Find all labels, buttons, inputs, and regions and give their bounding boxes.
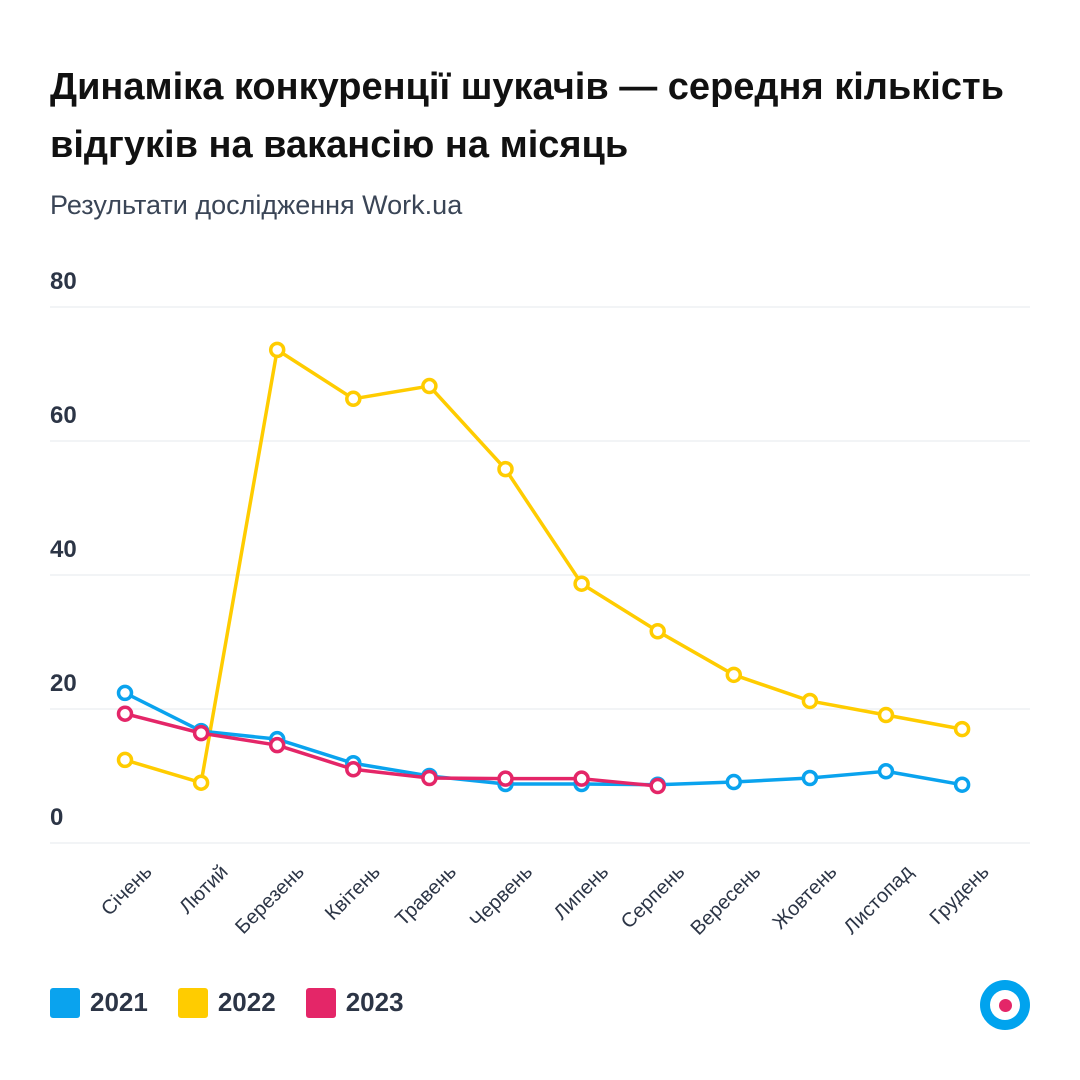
data-point-2022 [573, 575, 590, 592]
x-tick-label: Січень [97, 861, 156, 920]
data-point-2023 [421, 769, 438, 787]
x-tick-label: Жовтень [769, 861, 842, 934]
x-tick-label: Грудень [926, 861, 994, 929]
data-point-2023 [345, 761, 362, 778]
legend-swatch [305, 987, 336, 1018]
data-point-2021 [877, 763, 895, 780]
x-tick-label: Березень [231, 861, 308, 938]
x-tick-label: Листопад [840, 861, 918, 939]
data-point-2022 [725, 666, 743, 684]
x-tick-label: Лютий [175, 861, 232, 918]
data-point-2022 [801, 692, 819, 710]
data-point-2022 [877, 706, 895, 724]
legend-item-2021: 2021 [50, 987, 148, 1018]
data-point-2022 [116, 751, 134, 769]
y-tick-label: 40 [50, 536, 77, 563]
data-point-2022 [345, 390, 362, 408]
data-point-2022 [953, 720, 971, 738]
data-point-2022 [649, 623, 666, 640]
legend-item-2023: 2023 [305, 987, 404, 1018]
legend-label: 2021 [90, 987, 148, 1017]
series-line-2023 [124, 711, 658, 788]
data-point-2022 [192, 774, 210, 791]
x-tick-label: Квітень [321, 861, 385, 925]
data-point-2023 [192, 724, 210, 742]
x-tick-label: Травень [391, 861, 461, 931]
x-tick-label: Червень [466, 861, 537, 932]
data-point-2021 [725, 773, 743, 791]
chart-subtitle: Результати дослідження Work.ua [50, 190, 463, 220]
data-point-2022 [421, 377, 438, 395]
legend-label: 2022 [217, 987, 276, 1017]
legend-label: 2023 [345, 987, 404, 1017]
y-tick-label: 0 [50, 804, 63, 831]
series-line-2022 [124, 348, 963, 785]
legend: 2021 2022 2023 [50, 987, 404, 1018]
series-line-2021 [124, 691, 963, 787]
x-tick-label: Липень [550, 861, 613, 924]
data-point-2023 [573, 770, 590, 787]
data-point-2021 [953, 776, 971, 793]
x-tick-label: Серпень [617, 861, 689, 933]
y-tick-label: 80 [50, 268, 77, 295]
legend-swatch [50, 987, 80, 1018]
data-point-2022 [497, 460, 514, 478]
y-tick-label: 20 [50, 670, 77, 697]
data-point-2021 [116, 684, 134, 702]
legend-item-2022: 2022 [177, 987, 276, 1018]
workua-logo-icon [980, 980, 1030, 1030]
legend-swatch [177, 987, 208, 1018]
data-point-2023 [649, 777, 666, 795]
x-tick-label: Вересень [687, 861, 766, 940]
chart-title: Динаміка конкуренції шукачів — середня к… [50, 66, 1004, 166]
data-point-2023 [268, 736, 286, 754]
data-point-2023 [116, 705, 134, 722]
y-tick-label: 60 [50, 402, 77, 429]
data-point-2023 [497, 770, 514, 787]
data-point-2021 [801, 769, 819, 787]
data-point-2022 [268, 341, 286, 359]
